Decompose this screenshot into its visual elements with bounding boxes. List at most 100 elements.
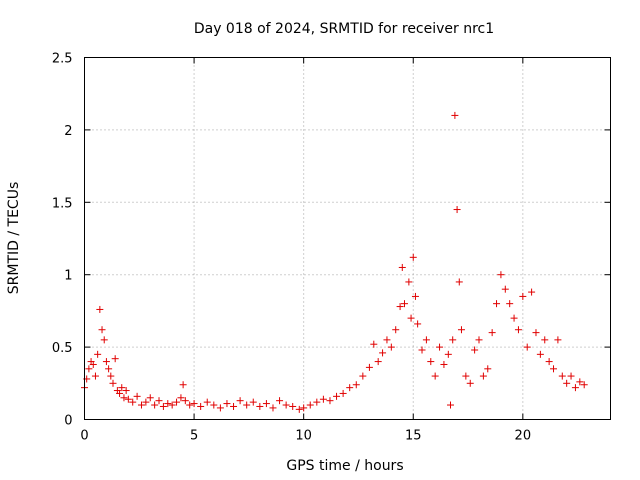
data-point (457, 326, 465, 334)
data-point (262, 400, 270, 408)
data-point (418, 346, 426, 354)
data-point (447, 401, 455, 409)
data-point (94, 350, 102, 358)
y-tick-label: 2 (64, 124, 72, 139)
data-point (444, 350, 452, 358)
y-tick-label: 2.5 (52, 52, 73, 67)
data-point (449, 336, 457, 344)
grid (84, 57, 611, 420)
data-point (100, 336, 108, 344)
data-point (471, 346, 479, 354)
data-point (365, 363, 373, 371)
data-point (155, 397, 163, 405)
data-point (427, 358, 435, 366)
data-point (159, 402, 167, 410)
data-point (313, 398, 321, 406)
data-point (532, 329, 540, 337)
data-point (523, 343, 531, 351)
data-point (173, 398, 181, 406)
data-point (387, 343, 395, 351)
data-point (455, 278, 463, 286)
data-point (333, 392, 341, 400)
data-point (392, 326, 400, 334)
data-point (151, 401, 159, 409)
x-tick-label: 10 (295, 429, 312, 444)
data-point (203, 398, 211, 406)
data-point (216, 404, 224, 412)
data-point (190, 400, 198, 408)
data-point (276, 397, 284, 405)
x-tick-labels: 0 5 10 15 20 (80, 429, 531, 444)
data-point (98, 326, 106, 334)
data-point (407, 314, 415, 322)
data-points (81, 111, 588, 413)
data-point (440, 360, 448, 368)
x-tick-label: 5 (190, 429, 198, 444)
data-point (370, 340, 378, 348)
chart-title: Day 018 of 2024, SRMTID for receiver nrc… (194, 21, 494, 37)
data-point (85, 365, 93, 373)
data-point (133, 392, 141, 400)
data-point (282, 401, 290, 409)
data-point (567, 372, 575, 380)
data-point (177, 394, 185, 402)
data-point (142, 398, 150, 406)
data-point (571, 384, 579, 392)
data-point (223, 400, 231, 408)
data-point (405, 278, 413, 286)
data-point (414, 320, 422, 328)
data-point (111, 355, 119, 363)
data-point (497, 271, 505, 279)
data-point (484, 365, 492, 373)
data-point (514, 326, 522, 334)
data-point (359, 372, 367, 380)
data-point (122, 387, 130, 395)
data-point (269, 404, 277, 412)
data-point (528, 288, 536, 296)
data-point (462, 372, 470, 380)
data-point (236, 397, 244, 405)
data-point (243, 401, 251, 409)
data-point (186, 401, 194, 409)
data-point (146, 394, 154, 402)
data-point (89, 360, 97, 368)
data-point (453, 206, 461, 214)
data-point (289, 402, 297, 410)
data-point (576, 378, 584, 386)
y-tick-label: 0 (64, 414, 72, 429)
data-point (168, 401, 176, 409)
data-point (479, 372, 487, 380)
data-point (249, 398, 257, 406)
data-point (580, 381, 588, 389)
data-point (519, 292, 527, 300)
x-tick-label: 0 (80, 429, 88, 444)
data-point (536, 350, 544, 358)
data-point (346, 384, 354, 392)
data-point (109, 379, 117, 387)
data-point (295, 405, 303, 413)
data-point (379, 349, 387, 357)
data-point (545, 358, 553, 366)
data-point (451, 111, 459, 119)
data-point (116, 389, 124, 397)
data-point (352, 381, 360, 389)
data-point (107, 372, 115, 380)
data-point (256, 402, 264, 410)
data-point (120, 394, 128, 402)
data-point (510, 314, 518, 322)
data-point (164, 400, 172, 408)
data-point (102, 358, 110, 366)
x-axis-label: GPS time / hours (286, 458, 403, 474)
data-point (306, 401, 314, 409)
data-point (466, 379, 474, 387)
data-point (210, 401, 218, 409)
x-tick-label: 20 (515, 429, 532, 444)
data-point (374, 358, 382, 366)
plot-frame (84, 57, 611, 420)
data-point (339, 389, 347, 397)
y-tick-label: 1.5 (52, 196, 73, 211)
data-point (383, 336, 391, 344)
data-point (398, 263, 406, 271)
data-point (96, 305, 104, 313)
